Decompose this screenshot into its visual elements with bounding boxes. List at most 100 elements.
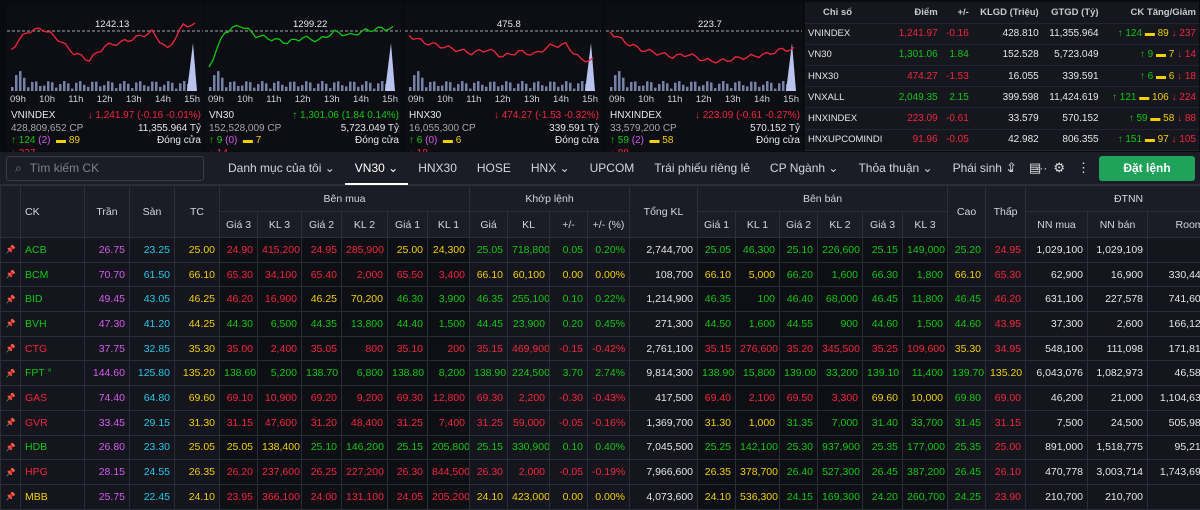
tab-6[interactable]: Trái phiếu riêng lẻ xyxy=(644,152,760,185)
pin-icon[interactable]: 📌 xyxy=(1,435,21,460)
subheader-18[interactable]: Room xyxy=(1148,212,1200,238)
subheader-7[interactable]: KL xyxy=(508,212,550,238)
header-tc[interactable]: TC xyxy=(175,186,220,238)
subheader-3[interactable]: KL 2 xyxy=(342,212,388,238)
subheader-12[interactable]: Giá 2 xyxy=(780,212,818,238)
subheader-16[interactable]: NN mua xyxy=(1026,212,1088,238)
ticker-cell[interactable]: CTG xyxy=(21,336,85,361)
tab-2[interactable]: HNX30 xyxy=(408,152,467,185)
tab-8[interactable]: Thỏa thuận ⌄ xyxy=(848,152,942,185)
pin-icon[interactable]: 📌 xyxy=(1,238,21,263)
value-cell: 70.70 xyxy=(85,262,130,287)
tab-7[interactable]: CP Ngành ⌄ xyxy=(760,152,849,185)
pin-icon[interactable]: 📌 xyxy=(1,262,21,287)
subheader-8[interactable]: +/- xyxy=(550,212,588,238)
place-order-button[interactable]: Đặt lệnh xyxy=(1099,156,1195,181)
ticker-cell[interactable]: BCM xyxy=(21,262,85,287)
header-thap[interactable]: Thấp xyxy=(986,186,1026,238)
pin-icon[interactable]: 📌 xyxy=(1,336,21,361)
value-cell: 22.45 xyxy=(130,484,175,509)
value-cell: 0.00% xyxy=(588,484,630,509)
excel-icon[interactable]: ▤ xyxy=(1029,160,1041,176)
header-ck[interactable]: CK xyxy=(21,186,85,238)
subheader-15[interactable]: KL 3 xyxy=(903,212,948,238)
ticker-cell[interactable]: HDB xyxy=(21,435,85,460)
tab-5[interactable]: UPCOM xyxy=(580,152,645,185)
subheader-14[interactable]: Giá 3 xyxy=(863,212,903,238)
subheader-9[interactable]: +/- (%) xyxy=(588,212,630,238)
subheader-2[interactable]: Giá 2 xyxy=(302,212,342,238)
ticker-cell[interactable]: BID xyxy=(21,287,85,312)
pin-icon[interactable]: 📌 xyxy=(1,287,21,312)
header-ben-mua: Bên mua xyxy=(220,186,470,212)
tab-4[interactable]: HNX ⌄ xyxy=(521,152,580,185)
value-cell: 26.30 xyxy=(388,460,428,485)
subheader-0[interactable]: Giá 3 xyxy=(220,212,258,238)
ticker-cell[interactable]: MBB xyxy=(21,484,85,509)
ticker-cell[interactable]: FPT ° xyxy=(21,361,85,386)
pin-icon[interactable]: 📌 xyxy=(1,361,21,386)
upload-icon[interactable]: ⇧ xyxy=(1006,160,1017,176)
header-tong-kl[interactable]: Tổng KL xyxy=(630,186,698,238)
value-cell: 166,128,739 xyxy=(1148,312,1200,337)
ticker-cell[interactable]: BVH xyxy=(21,312,85,337)
pin-icon[interactable]: 📌 xyxy=(1,460,21,485)
ticker-cell[interactable]: GAS xyxy=(21,386,85,411)
value-cell: 131,100 xyxy=(342,484,388,509)
value-cell: 46.20 xyxy=(220,287,258,312)
pin-icon[interactable]: 📌 xyxy=(1,484,21,509)
subheader-1[interactable]: KL 3 xyxy=(258,212,302,238)
ticker-cell[interactable]: HPG xyxy=(21,460,85,485)
ticker-cell[interactable]: ACB xyxy=(21,238,85,263)
subheader-4[interactable]: Giá 1 xyxy=(388,212,428,238)
header-cao[interactable]: Cao xyxy=(948,186,986,238)
value-cell: 25.05 xyxy=(470,238,508,263)
subheader-11[interactable]: KL 1 xyxy=(736,212,780,238)
value-cell: 417,500 xyxy=(630,386,698,411)
subheader-13[interactable]: KL 2 xyxy=(818,212,863,238)
value-cell: 2,744,700 xyxy=(630,238,698,263)
subheader-17[interactable]: NN bán xyxy=(1088,212,1148,238)
value-cell: 4,073,600 xyxy=(630,484,698,509)
header-san[interactable]: Sàn xyxy=(130,186,175,238)
gear-icon[interactable]: ⚙ xyxy=(1053,160,1065,176)
value-cell: 62,900 xyxy=(1026,262,1088,287)
ticker-cell[interactable]: GVR xyxy=(21,410,85,435)
subheader-10[interactable]: Giá 1 xyxy=(698,212,736,238)
search-input[interactable]: ⌕ Tìm kiếm CK xyxy=(6,156,204,181)
more-vertical-icon[interactable]: ⋮ xyxy=(1077,160,1090,176)
pin-icon[interactable]: 📌 xyxy=(1,386,21,411)
pin-icon[interactable]: 📌 xyxy=(1,312,21,337)
pin-icon[interactable]: 📌 xyxy=(1,410,21,435)
subheader-6[interactable]: Giá xyxy=(470,212,508,238)
subheader-5[interactable]: KL 1 xyxy=(428,212,470,238)
tab-0[interactable]: Danh mục của tôi ⌄ xyxy=(218,152,345,185)
value-cell: 0.00 xyxy=(550,484,588,509)
tab-3[interactable]: HOSE xyxy=(467,152,521,185)
header-tran[interactable]: Trần xyxy=(85,186,130,238)
value-cell: 25.35 xyxy=(948,435,986,460)
chart-change: ↓ 223.09 (-0.61 -0.27%) xyxy=(695,110,800,123)
tab-1[interactable]: VN30 ⌄ xyxy=(345,152,408,185)
